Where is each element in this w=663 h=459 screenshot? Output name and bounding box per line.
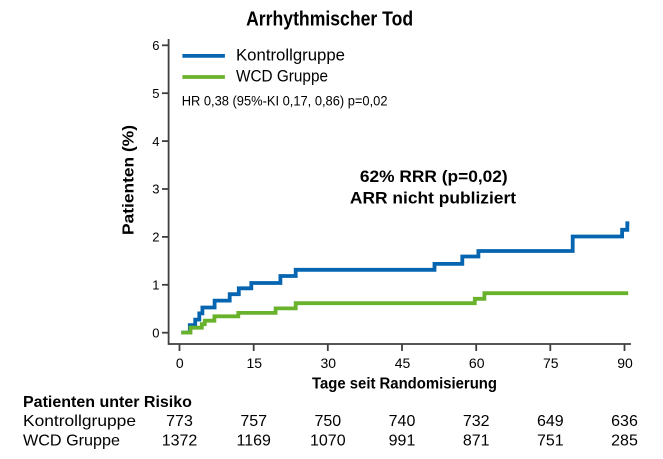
svg-text:62% RRR (p=0,02): 62% RRR (p=0,02) (360, 168, 508, 186)
svg-text:1169: 1169 (236, 432, 271, 449)
svg-text:740: 740 (389, 413, 416, 430)
svg-text:1372: 1372 (162, 432, 198, 449)
svg-text:991: 991 (389, 432, 416, 449)
svg-text:6: 6 (152, 38, 159, 53)
svg-text:751: 751 (537, 432, 564, 449)
svg-text:757: 757 (240, 413, 267, 430)
svg-text:30: 30 (321, 355, 337, 371)
svg-text:285: 285 (611, 432, 638, 449)
svg-text:750: 750 (314, 413, 341, 430)
svg-text:871: 871 (463, 432, 490, 449)
svg-text:5: 5 (152, 86, 159, 101)
svg-text:0: 0 (176, 355, 184, 371)
svg-text:649: 649 (537, 413, 564, 430)
svg-text:2: 2 (152, 230, 159, 245)
svg-text:Kontrollgruppe: Kontrollgruppe (236, 45, 345, 64)
svg-text:ARR nicht publiziert: ARR nicht publiziert (350, 190, 517, 208)
svg-text:4: 4 (152, 134, 159, 149)
svg-text:Tage seit Randomisierung: Tage seit Randomisierung (312, 376, 497, 393)
svg-text:636: 636 (611, 413, 638, 430)
svg-text:60: 60 (469, 355, 485, 371)
svg-text:Patienten (%): Patienten (%) (121, 125, 138, 235)
svg-text:WCD Gruppe: WCD Gruppe (23, 432, 120, 449)
svg-text:15: 15 (247, 355, 263, 371)
svg-text:45: 45 (395, 355, 411, 371)
svg-text:773: 773 (166, 413, 193, 430)
svg-text:Patienten unter Risiko: Patienten unter Risiko (23, 394, 192, 411)
svg-text:1070: 1070 (310, 432, 346, 449)
svg-text:1: 1 (152, 278, 159, 293)
svg-text:732: 732 (463, 413, 490, 430)
svg-text:Arrhythmischer Tod: Arrhythmischer Tod (246, 8, 413, 30)
svg-text:HR 0,38 (95%-KI 0,17, 0,86) p=: HR 0,38 (95%-KI 0,17, 0,86) p=0,02 (182, 93, 388, 109)
svg-text:0: 0 (152, 325, 159, 340)
svg-text:75: 75 (543, 355, 559, 371)
svg-text:WCD Gruppe: WCD Gruppe (236, 67, 328, 86)
svg-text:3: 3 (152, 182, 159, 197)
svg-text:90: 90 (617, 355, 633, 371)
svg-text:Kontrollgruppe: Kontrollgruppe (23, 413, 136, 430)
